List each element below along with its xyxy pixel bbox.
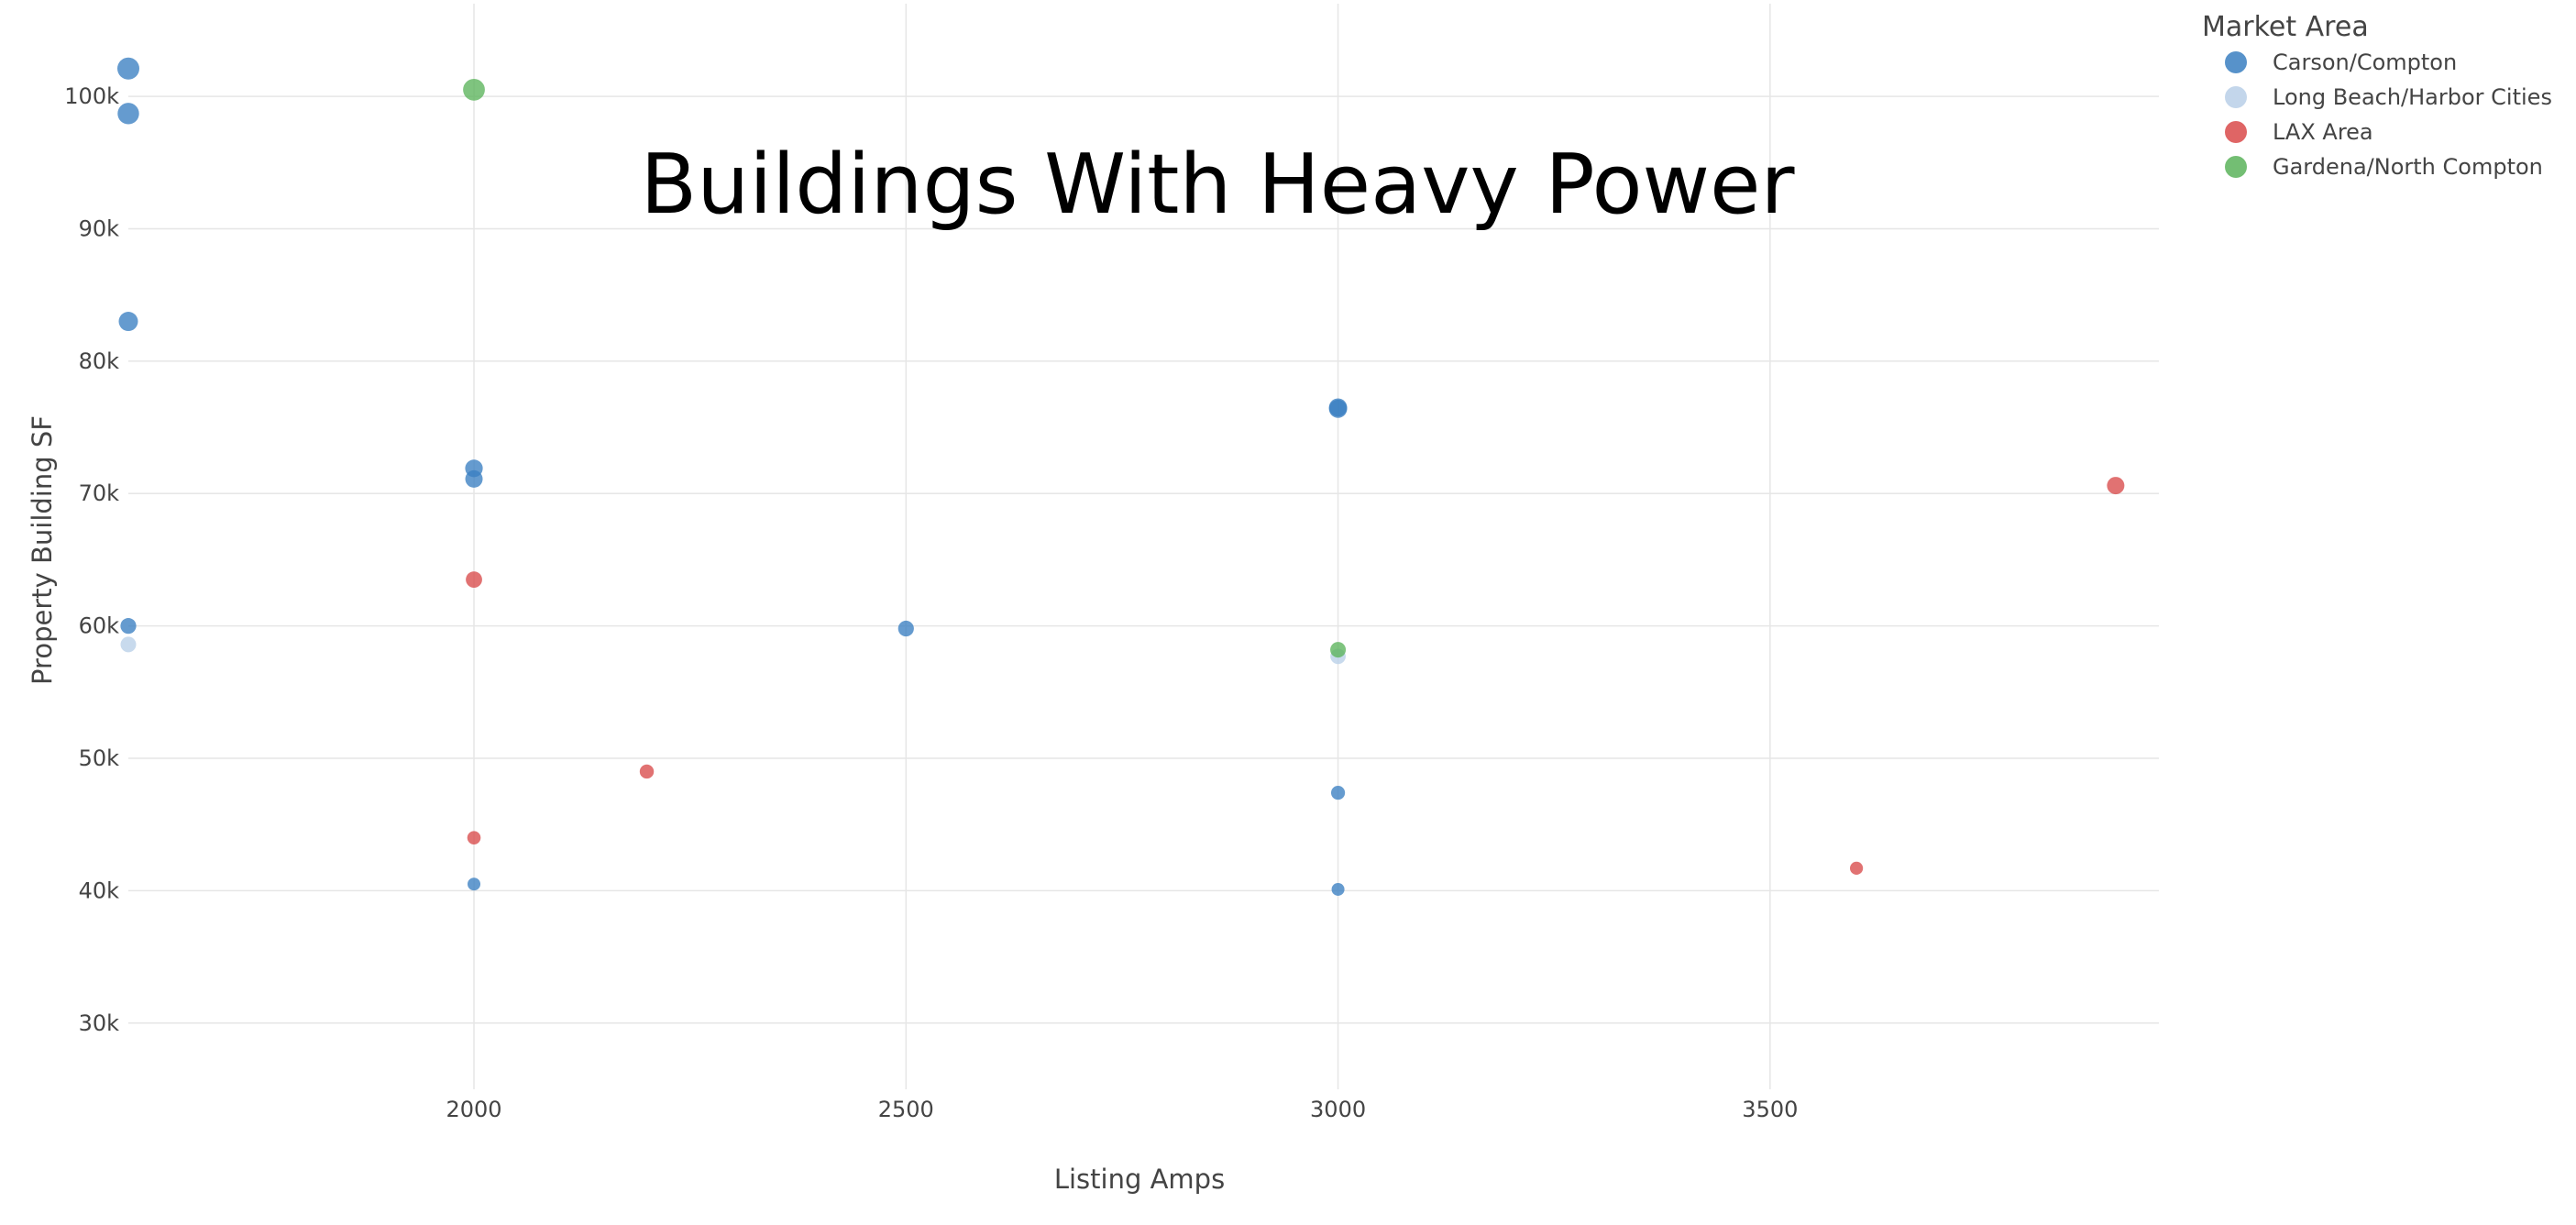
point-gardena-north-compton (1330, 642, 1347, 658)
y-tick-label: 40k (79, 877, 120, 903)
point-carson-compton (1328, 399, 1348, 418)
y-gridlines (128, 95, 2159, 1024)
legend: Market Area Carson/Compton Long Beach/Har… (2202, 11, 2552, 180)
x-tick-label: 2500 (878, 1097, 934, 1122)
point-carson-compton (465, 469, 483, 488)
x-tick-label: 3500 (1742, 1097, 1798, 1122)
x-tick-label: 3000 (1310, 1097, 1366, 1122)
y-tick-labels: 30k 40k 50k 60k 70k 80k 90k 100k (64, 83, 119, 1036)
y-tick-label: 60k (79, 613, 120, 639)
legend-marker (2225, 86, 2247, 108)
legend-label: Long Beach/Harbor Cities (2273, 84, 2552, 110)
point-carson-compton (1330, 785, 1346, 800)
point-gardena-north-compton (463, 78, 485, 101)
legend-marker (2225, 156, 2247, 178)
y-tick-label: 30k (79, 1010, 120, 1036)
legend-label: LAX Area (2273, 119, 2373, 145)
legend-marker (2225, 121, 2247, 143)
y-tick-label: 70k (79, 480, 120, 506)
point-carson-compton (468, 877, 481, 891)
legend-label: Carson/Compton (2273, 50, 2457, 75)
point-carson-compton (1331, 882, 1345, 896)
point-long-beach-harbor-cities (120, 636, 137, 653)
chart-title: Buildings With Heavy Power (641, 137, 1795, 233)
x-gridlines (473, 4, 1771, 1089)
point-carson-compton (117, 103, 139, 125)
x-tick-labels: 2000 2500 3000 3500 (446, 1097, 1798, 1122)
point-carson-compton (120, 618, 137, 635)
legend-marker (2225, 51, 2247, 73)
point-carson-compton (118, 312, 138, 332)
legend-label: Gardena/North Compton (2273, 154, 2543, 180)
y-tick-label: 80k (79, 348, 120, 374)
data-points (117, 57, 2125, 896)
point-lax-area (1850, 861, 1864, 875)
x-axis-title: Listing Amps (1054, 1164, 1225, 1195)
point-lax-area (467, 831, 481, 844)
y-tick-label: 90k (79, 215, 120, 241)
y-axis-title: Property Building SF (27, 415, 58, 685)
legend-title: Market Area (2202, 11, 2369, 43)
point-carson-compton (897, 620, 914, 637)
point-carson-compton (117, 57, 139, 80)
x-tick-label: 2000 (446, 1097, 501, 1122)
point-lax-area (466, 571, 482, 588)
y-tick-label: 100k (64, 83, 119, 109)
point-lax-area (2107, 477, 2125, 495)
point-lax-area (639, 764, 655, 779)
y-tick-label: 50k (79, 745, 120, 771)
